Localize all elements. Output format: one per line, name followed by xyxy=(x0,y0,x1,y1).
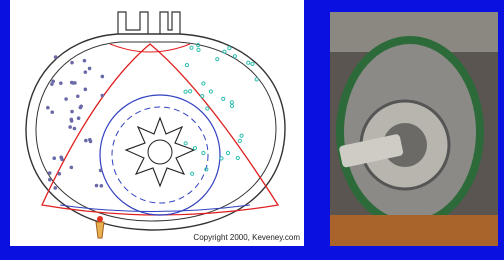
dot xyxy=(83,59,87,63)
dot xyxy=(88,67,92,71)
dot xyxy=(73,127,77,131)
dot xyxy=(71,81,75,85)
scene: Copyright 2000, Keveney.com xyxy=(0,0,504,260)
dot xyxy=(59,81,63,85)
dot xyxy=(64,97,68,101)
dot xyxy=(88,138,92,142)
dot xyxy=(100,184,104,188)
dot xyxy=(99,169,103,173)
dot xyxy=(54,55,58,59)
dot xyxy=(48,178,52,182)
dot xyxy=(77,116,81,120)
diagram-panel xyxy=(10,0,304,246)
dot xyxy=(53,186,57,190)
dot xyxy=(51,80,55,84)
dot xyxy=(70,110,74,114)
dot xyxy=(69,118,73,122)
dot xyxy=(70,61,74,65)
copyright: Copyright 2000, Keveney.com xyxy=(193,233,300,242)
dot xyxy=(50,110,54,114)
dot xyxy=(46,106,50,110)
dot xyxy=(70,166,74,170)
dot xyxy=(84,70,88,74)
page: Copyright 2000, Keveney.com (() => { con… xyxy=(0,0,504,260)
dot xyxy=(52,156,56,160)
spark-plug xyxy=(96,222,104,238)
dot xyxy=(68,125,72,129)
spark xyxy=(97,216,103,222)
dot xyxy=(58,172,62,176)
engine-photo xyxy=(330,12,498,246)
dot xyxy=(48,171,52,175)
stand xyxy=(330,215,498,246)
dot xyxy=(84,139,88,143)
dot xyxy=(84,88,88,92)
dot xyxy=(76,94,80,98)
dot xyxy=(95,184,99,188)
dot xyxy=(79,104,83,108)
dot xyxy=(101,75,105,79)
dot xyxy=(59,156,63,160)
engine-diagram: Copyright 2000, Keveney.com xyxy=(10,0,304,246)
dot xyxy=(101,94,105,98)
